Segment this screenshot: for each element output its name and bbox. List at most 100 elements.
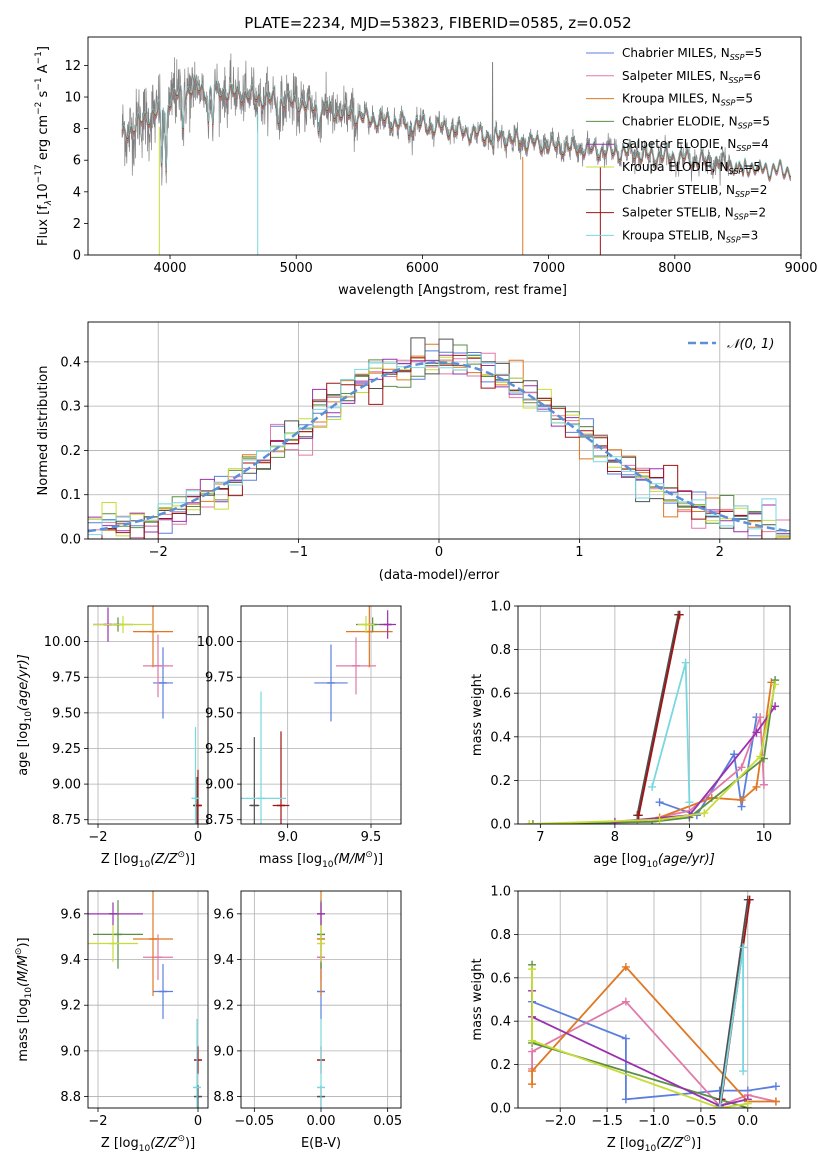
series-marker: [745, 895, 754, 904]
y-tick-label: 9.75: [205, 671, 234, 686]
point-chabrier-miles: [153, 647, 173, 719]
legend-label-text: Chabrier ELODIE, N: [622, 114, 738, 128]
x-tick-label: 0.00: [307, 1114, 336, 1129]
series-chabrier-miles: [528, 997, 780, 1104]
y-tick-label: 9.50: [52, 706, 81, 721]
y-axis-label-part: erg cm: [36, 115, 51, 164]
series-marker: [759, 780, 768, 789]
legend-label-text: Kroupa STELIB, N: [622, 228, 726, 242]
point-salpeter-miles: [143, 934, 173, 981]
y-tick-label: 0.4: [490, 1015, 511, 1030]
y-tick-label: 9.4: [60, 953, 81, 968]
point-chabrier-elodie: [93, 900, 143, 969]
x-axis-label-part: Z [log: [101, 1136, 139, 1151]
legend-label-sub: SSP: [738, 121, 753, 130]
legend-label-suffix: =2: [750, 183, 768, 197]
x-tick-label: −1.5: [591, 1114, 623, 1129]
legend-label-text: Kroupa MILES, N: [622, 92, 721, 106]
x-axis-label: Z [log10(Z/Z⊙)]: [607, 1134, 701, 1154]
x-tick-label: 6000: [406, 261, 439, 276]
x-axis-label-part: (Z/Z: [150, 1136, 178, 1151]
legend-label: Salpeter MILES, NSSP=6: [622, 69, 761, 85]
x-axis-label-part: 10: [645, 1144, 657, 1154]
series-marker: [681, 658, 690, 667]
y-axis-label-part: 10: [36, 183, 51, 200]
x-axis-label-part: ⊙: [365, 850, 373, 860]
point-salpeter-elodie: [317, 902, 325, 926]
legend-label-text: Kroupa ELODIE, N: [622, 160, 729, 174]
y-axis-label-part: −1: [34, 51, 44, 64]
series-marker: [730, 750, 739, 759]
legend-label: Kroupa MILES, NSSP=5: [622, 92, 753, 108]
y-tick-label: 9.6: [60, 907, 81, 922]
x-axis-label-part: Z [log: [607, 1136, 645, 1151]
series-line: [637, 614, 681, 816]
y-tick-label: 1.0: [490, 600, 511, 615]
axes-frame: [87, 321, 791, 540]
plot-area: [121, 53, 792, 255]
series-kroupa-elodie: [525, 680, 780, 824]
series-line: [718, 899, 749, 1100]
series-marker: [648, 782, 657, 791]
y-tick-label: 9.75: [52, 671, 81, 686]
panel-mass-vs-Z: −2 08.89.09.29.49.6Z [log10(Z/Z⊙)]mass [l…: [14, 890, 209, 1154]
legend-label-sub: SSP: [721, 99, 736, 108]
series-marker: [752, 782, 761, 791]
panel-mass-vs-ebv: −0.05 0.00 0.05 8.8 9.0 9.2 9.4 9.6 E(B-V): [213, 890, 402, 1151]
x-axis-label-part: (M/M: [334, 852, 366, 867]
y-tick-label: 0: [73, 249, 81, 264]
y-tick-label: 0.1: [60, 488, 81, 503]
point-chabrier-stelib: [249, 737, 260, 824]
x-axis-label-part: ⊙: [177, 1134, 185, 1144]
point-chabrier-miles: [314, 644, 348, 722]
y-tick-label: 0.3: [60, 400, 81, 415]
y-axis-label-part: mass [log: [16, 998, 31, 1061]
y-axis-label: Flux [fλ10−17 erg cm−2 s−1 A−1]: [34, 46, 54, 246]
plot-area: [241, 606, 396, 824]
series-marker: [528, 965, 537, 974]
legend-label-sub: SSP: [736, 144, 751, 153]
series-marker: [621, 997, 630, 1006]
legend-label: Chabrier ELODIE, NSSP=5: [622, 114, 770, 130]
x-tick-label: −0.05: [234, 1114, 274, 1129]
x-axis-label-part: 10: [139, 1144, 151, 1154]
axes-frame: [240, 605, 402, 825]
y-tick-label: 9.25: [205, 742, 234, 757]
y-axis-label-part: ⊙: [14, 948, 24, 956]
x-tick-label: 9000: [784, 261, 817, 276]
series-line: [636, 614, 680, 816]
x-axis-label-part: ⊙: [177, 850, 185, 860]
x-axis-label-part: )]: [691, 1136, 701, 1151]
x-axis-label: mass [log10(M/M⊙)]: [259, 850, 383, 870]
point-salpeter-stelib: [194, 1046, 202, 1074]
series-marker: [756, 713, 765, 722]
y-tick-label: 0.4: [490, 730, 511, 745]
x-tick-label: −2: [88, 1114, 107, 1129]
series-marker: [771, 1097, 780, 1106]
series-line: [614, 705, 776, 823]
legend-label-text: Chabrier MILES, N: [622, 46, 730, 60]
series-marker: [528, 1067, 537, 1076]
y-tick-label: 9.4: [213, 953, 234, 968]
x-axis-label-part: Z [log: [101, 852, 139, 867]
panels: 4000 5000 6000 7000 8000 9000024681012Chabrie…: [14, 36, 818, 1154]
axes-frame: [517, 605, 791, 825]
x-axis-label-part: 10: [322, 860, 334, 870]
panel-spectrum: 4000 5000 6000 7000 8000 9000 0 2 4 6 8 10 12 Chabrie…: [34, 36, 818, 298]
series-salpeter-stelib: [634, 610, 684, 820]
series-line: [531, 1000, 777, 1101]
y-tick-label: 8.75: [52, 813, 81, 828]
series-line: [531, 969, 748, 1108]
axes-frame: [240, 890, 402, 1109]
x-tick-label: −1.0: [638, 1114, 670, 1129]
x-tick-label: 10: [756, 830, 773, 845]
y-axis-label-part: (M/M: [16, 955, 31, 987]
y-axis-label-part: 10: [24, 711, 34, 723]
y-tick-label: 9.0: [60, 1044, 81, 1059]
x-axis-label: Z [log10(Z/Z⊙)]: [101, 850, 195, 870]
point-chabrier-miles: [153, 964, 173, 1019]
series-marker: [739, 1067, 748, 1076]
point-kroupa-miles: [346, 606, 393, 668]
